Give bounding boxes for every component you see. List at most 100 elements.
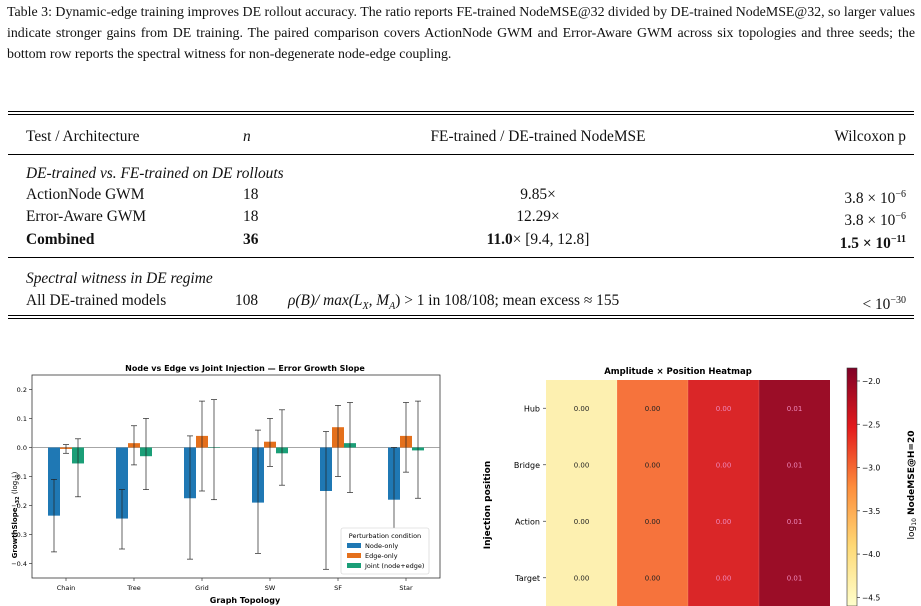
- heatmap-cell-label: 0.00: [716, 461, 732, 469]
- heatmap-cell-label: 0.00: [574, 574, 590, 582]
- colorbar-gradient: [846, 367, 858, 606]
- heatmap-cell: [688, 436, 759, 493]
- y-tick-label: −0.4: [11, 560, 27, 568]
- heatmap-cell-label: 0.00: [645, 405, 661, 413]
- legend-title: Perturbation condition: [349, 532, 421, 540]
- legend-label-edge-only: Edge-only: [365, 552, 398, 560]
- heatmap-cell-label: 0.00: [645, 461, 661, 469]
- header-ratio: FE-trained / DE-trained NodeMSE: [430, 128, 646, 145]
- bar-chart-ylabel: GrowthSlope→32 (log10): [11, 471, 21, 558]
- heatmap-row-label: Bridge: [514, 461, 540, 470]
- row-actionnode-test: ActionNode GWM: [26, 186, 145, 203]
- heatmap-row-label: Target: [514, 574, 540, 583]
- row-combined-ratio: 11.0× [9.4, 12.8]: [486, 231, 590, 248]
- legend-swatch-joint: [347, 563, 361, 568]
- heatmap-cell: [546, 436, 617, 493]
- heatmap-cell-label: 0.00: [645, 518, 661, 526]
- y-tick-label: −0.3: [11, 531, 27, 539]
- heatmap-cell: [546, 380, 617, 437]
- heatmap-row-label: Hub: [524, 404, 540, 413]
- header-p: Wilcoxon p: [834, 128, 906, 145]
- bar-node-only: [116, 447, 128, 519]
- x-tick-label: Chain: [57, 584, 76, 592]
- heatmap-cell-label: 0.01: [787, 518, 803, 526]
- table-top-rule: [8, 111, 914, 112]
- y-tick-label: 0.2: [17, 386, 27, 394]
- table-mid-rule: [8, 154, 914, 155]
- heatmap-cells: 0.00 0.00 0.00 0.01 Hub 0.00 0.00 0.00 0.01 Bridg…: [514, 380, 830, 606]
- bar-chart-marks: [48, 399, 424, 570]
- heatmap-ylabel: Injection position: [483, 461, 493, 549]
- table-section-rule: [8, 257, 914, 258]
- heatmap-cell-label: 0.00: [716, 518, 732, 526]
- colorbar-tick-label: −4.5: [862, 593, 880, 602]
- legend-swatch-edge-only: [347, 553, 361, 558]
- colorbar-tick-label: −2.5: [862, 420, 880, 429]
- x-tick-label: Star: [399, 584, 413, 592]
- row-spectral-ratio: ρ(B)/ max(LX, MA) > 1 in 108/108; mean e…: [288, 292, 620, 313]
- heatmap-cell: [617, 436, 688, 493]
- heatmap-cell: [617, 493, 688, 550]
- heatmap-cell: [759, 436, 830, 493]
- heatmap-cell-label: 0.00: [716, 405, 732, 413]
- x-tick-label: SW: [265, 584, 276, 592]
- heatmap-cell-label: 0.01: [787, 574, 803, 582]
- heatmap-title: Amplitude × Position Heatmap: [604, 367, 752, 377]
- legend-label-node-only: Node-only: [365, 542, 398, 550]
- heatmap-cell: [759, 549, 830, 606]
- row-actionnode-ratio: 9.85×: [520, 186, 556, 203]
- y-tick-label: −0.1: [11, 473, 27, 481]
- row-spectral-p: < 10−30: [862, 295, 906, 314]
- heatmap-cell: [617, 549, 688, 606]
- row-erroraware-ratio: 12.29×: [516, 208, 560, 225]
- row-combined-n: 36: [243, 231, 259, 248]
- section-de-vs-fe: DE-trained vs. FE-trained on DE rollouts: [26, 165, 284, 182]
- heatmap-cell: [617, 380, 688, 437]
- heatmap-cell: [688, 549, 759, 606]
- bar-chart-xlabel: Graph Topology: [210, 596, 281, 605]
- heatmap-cell-label: 0.00: [574, 461, 590, 469]
- row-spectral-n: 108: [235, 292, 259, 309]
- header-n: n: [243, 128, 251, 145]
- row-erroraware-test: Error-Aware GWM: [26, 208, 147, 225]
- bar-chart-axes: −0.4 −0.3 −0.2 −0.1 0.0 0.1 0.2 Chain Tree Grid SW…: [11, 374, 441, 592]
- heatmap-row-label: Action: [515, 517, 540, 526]
- heatmap-cell: [759, 493, 830, 550]
- table-bottom-rule-2: [8, 318, 914, 319]
- row-erroraware-n: 18: [243, 208, 259, 225]
- colorbar-tick-label: −4.0: [862, 550, 880, 559]
- heatmap-cell: [688, 493, 759, 550]
- section-spectral: Spectral witness in DE regime: [26, 270, 213, 287]
- heatmap-cell: [759, 380, 830, 437]
- header-test: Test / Architecture: [26, 128, 140, 145]
- growth-slope-bar-chart: Node vs Edge vs Joint Injection — Error …: [11, 364, 441, 605]
- row-actionnode-n: 18: [243, 186, 259, 203]
- colorbar-tick-label: −3.5: [862, 507, 880, 516]
- heatmap-cell-label: 0.00: [645, 574, 661, 582]
- colorbar-tick-label: −2.0: [862, 377, 880, 386]
- table-bottom-rule: [8, 315, 914, 316]
- heatmap-cell: [546, 493, 617, 550]
- x-tick-label: Grid: [195, 584, 209, 592]
- legend-swatch-node-only: [347, 543, 361, 548]
- bar-chart-title: Node vs Edge vs Joint Injection — Error …: [125, 364, 365, 373]
- heatmap-cell: [688, 380, 759, 437]
- heatmap-cell-label: 0.00: [716, 574, 732, 582]
- row-erroraware-p: 3.8 × 10−6: [844, 211, 906, 230]
- y-tick-label: 0.1: [17, 415, 27, 423]
- row-combined-p: 1.5 × 10−11: [839, 234, 906, 253]
- y-tick-label: −0.2: [11, 502, 27, 510]
- heatmap-cell-label: 0.01: [787, 461, 803, 469]
- heatmap-colorbar: −2.0 −2.5 −3.0 −3.5 −4.0 −4.5: [846, 367, 880, 606]
- x-tick-label: SF: [334, 584, 342, 592]
- y-tick-label: 0.0: [17, 444, 27, 452]
- table-top-rule-2: [8, 114, 914, 115]
- amplitude-position-heatmap: Amplitude × Position Heatmap Injection p…: [483, 367, 918, 606]
- row-combined-test: Combined: [26, 231, 95, 248]
- x-tick-label: Tree: [126, 584, 141, 592]
- heatmap-cell-label: 0.00: [574, 405, 590, 413]
- heatmap-cell-label: 0.00: [574, 518, 590, 526]
- legend-label-joint: Joint (node+edge): [364, 562, 424, 570]
- table-caption: Table 3: Dynamic-edge training improves …: [7, 5, 915, 62]
- heatmap-cell-label: 0.01: [787, 405, 803, 413]
